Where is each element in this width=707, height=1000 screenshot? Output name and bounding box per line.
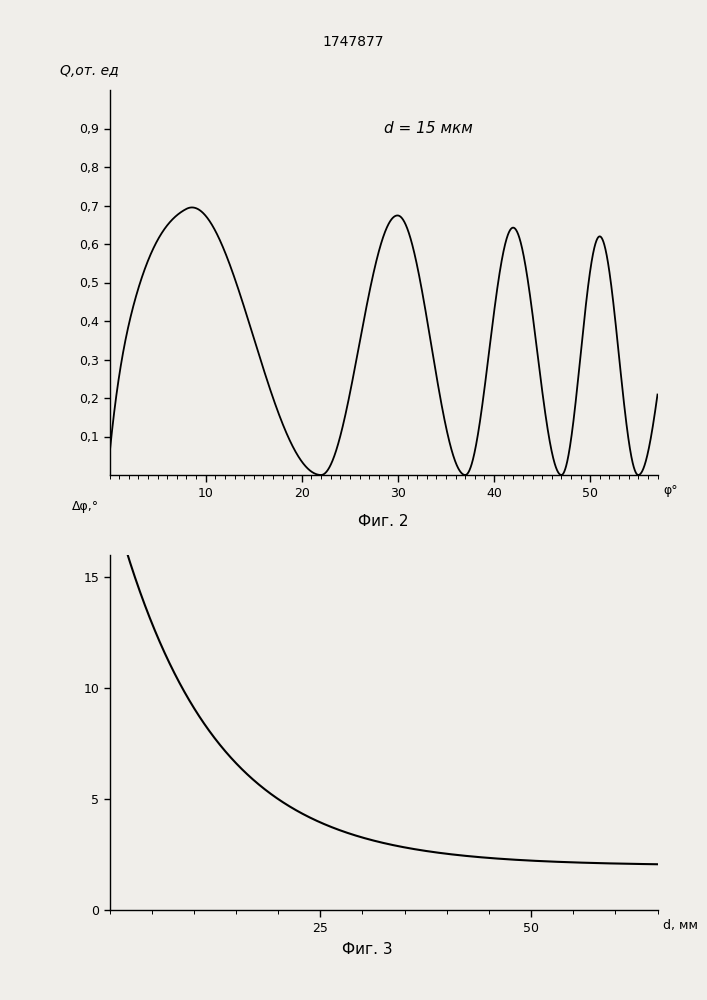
Text: Δφ,°: Δφ,°: [71, 500, 98, 513]
Text: d, мм: d, мм: [663, 919, 698, 932]
Text: Фиг. 3: Фиг. 3: [341, 942, 392, 957]
Text: Q,от. ед: Q,от. ед: [60, 64, 119, 78]
Text: d = 15 мкм: d = 15 мкм: [383, 121, 472, 136]
Text: 1747877: 1747877: [323, 35, 384, 49]
Text: φ°: φ°: [663, 484, 677, 497]
Text: Фиг. 2: Фиг. 2: [358, 514, 409, 528]
